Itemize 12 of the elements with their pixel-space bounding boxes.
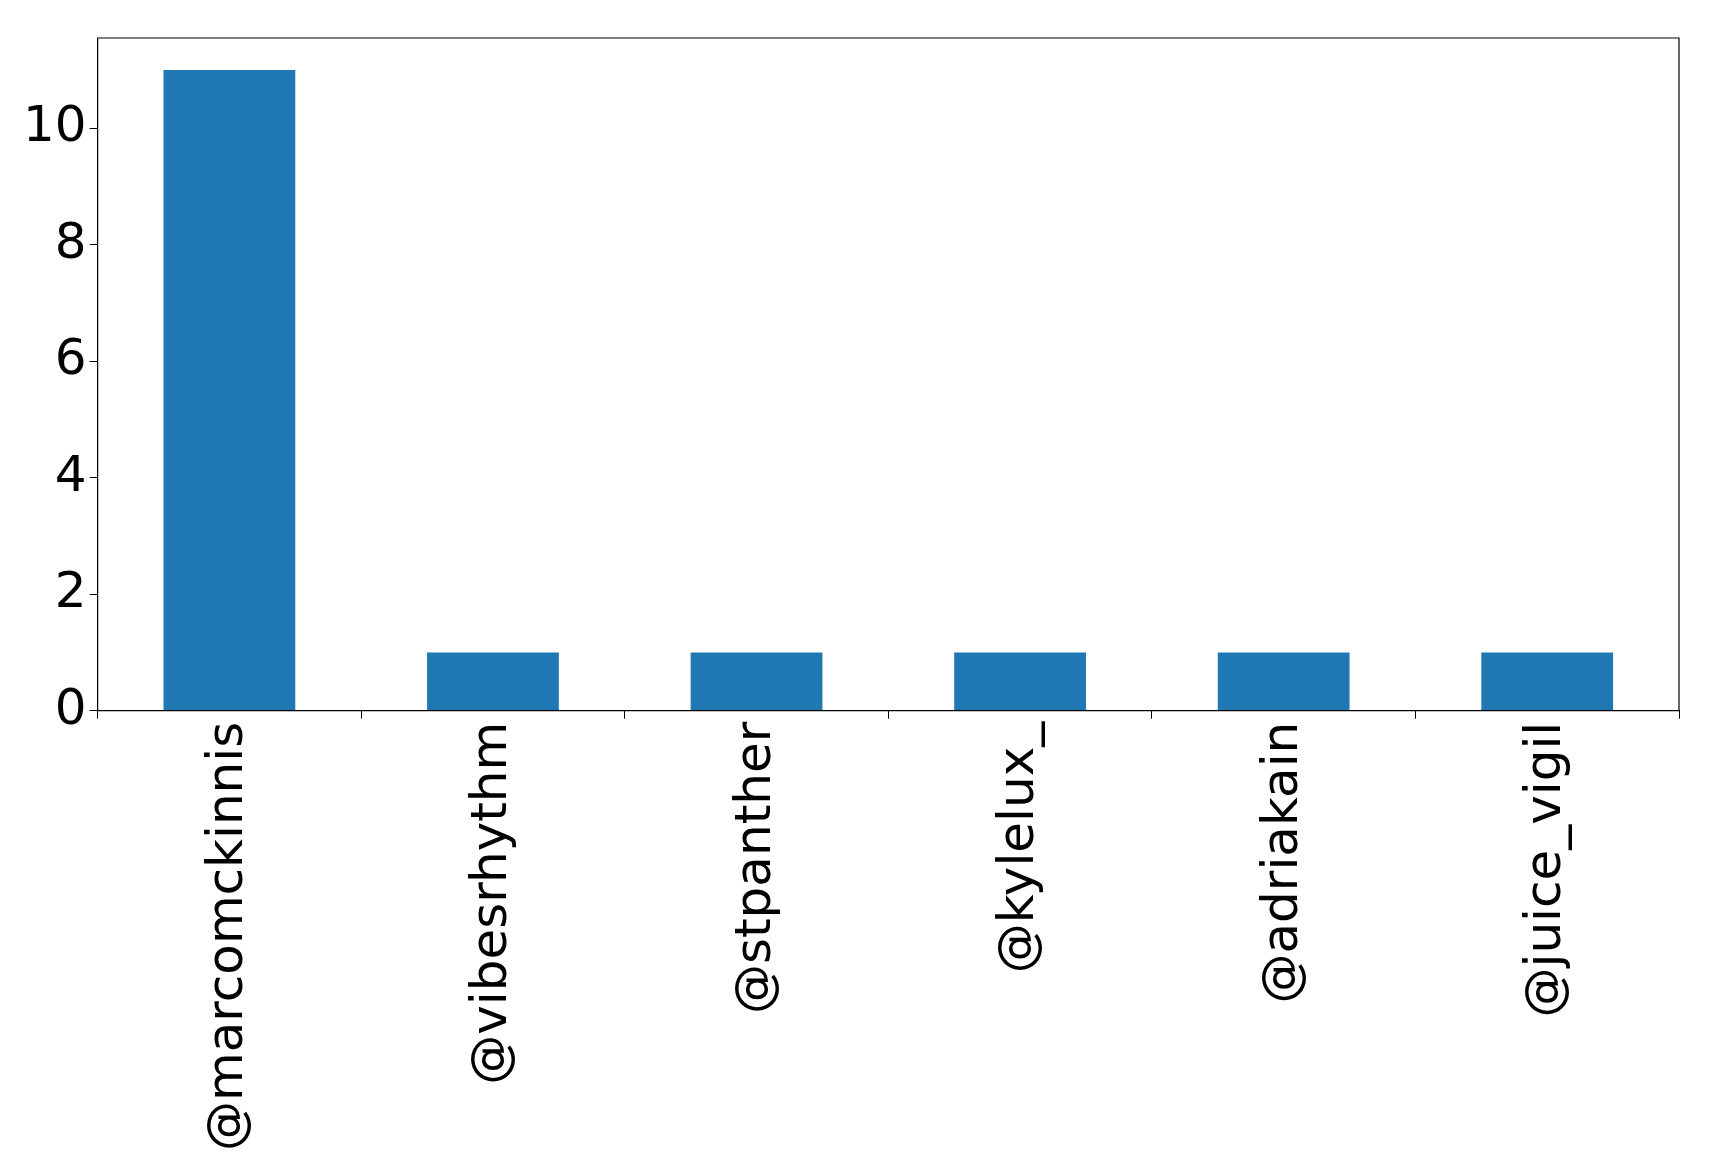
- x-tick-label: @marcomckinnis: [196, 721, 255, 1151]
- y-tick-label: 6: [54, 328, 87, 387]
- x-tick-label: @juice_vigil: [1514, 721, 1573, 1018]
- x-tick-label: @kylelux_: [987, 720, 1046, 974]
- y-tick-label: 4: [54, 444, 87, 503]
- x-tick-label: @adriakain: [1250, 721, 1309, 1004]
- x-tick-label: @vibesrhythm: [459, 721, 518, 1085]
- y-tick-label: 8: [54, 211, 87, 270]
- y-tick-label: 0: [54, 677, 87, 736]
- x-tick-label: @stpanther: [723, 721, 782, 1015]
- y-tick-label: 2: [54, 561, 87, 620]
- y-tick-label: 10: [23, 95, 87, 154]
